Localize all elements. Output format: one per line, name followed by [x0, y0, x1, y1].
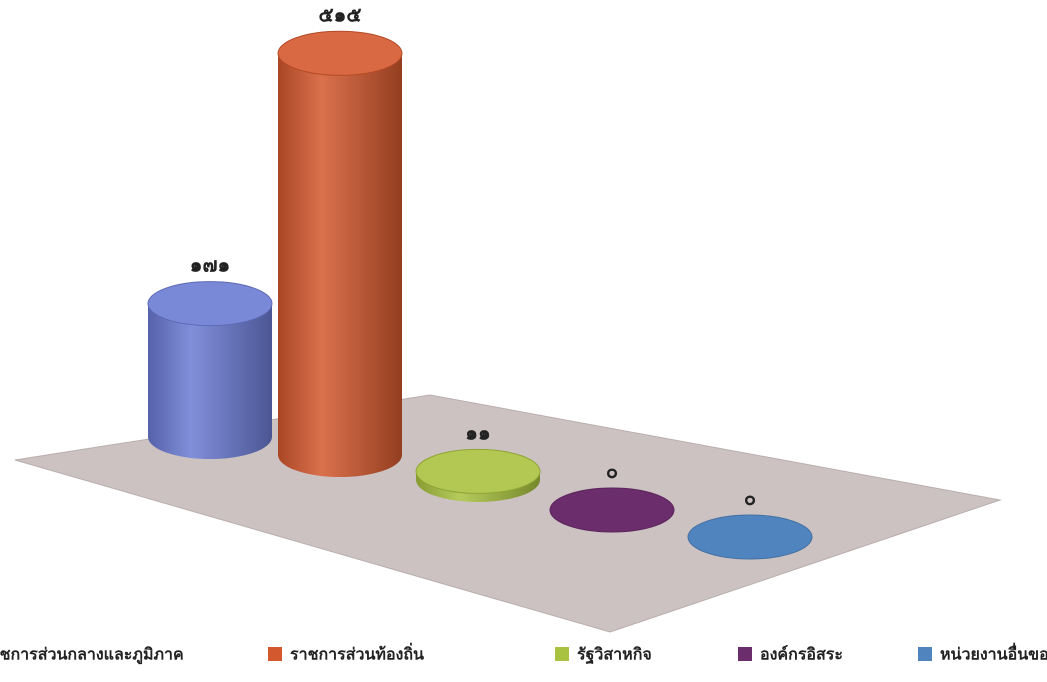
legend-label: ราชการส่วนท้องถิ่น — [290, 643, 424, 664]
legend-label: หน่วยงานอื่นของรัฐ — [940, 643, 1047, 665]
legend-swatch — [918, 647, 932, 661]
value-label: ๐ — [606, 459, 618, 483]
legend-label: ราชการส่วนกลางและภูมิภาค — [0, 645, 184, 666]
cylinder-body — [148, 303, 272, 459]
cylinder-top — [415, 448, 541, 494]
legend-label: รัฐวิสาหกิจ — [577, 645, 652, 665]
value-label: ๕๑๕ — [319, 2, 362, 26]
value-label: ๑๗๑ — [190, 253, 230, 277]
value-label: ๐ — [744, 486, 756, 510]
cylinder — [687, 514, 813, 560]
cylinder — [549, 487, 675, 533]
cylinder-body — [278, 53, 402, 478]
legend-label: องค์กรอิสระ — [760, 645, 843, 664]
cylinder-top — [147, 281, 273, 327]
cylinder — [415, 448, 541, 502]
cylinder-top — [549, 487, 675, 533]
legend-swatch — [555, 647, 569, 661]
cylinder-top — [277, 30, 403, 76]
legend-swatch — [738, 647, 752, 661]
cylinder-top — [687, 514, 813, 560]
value-label: ๑๑ — [465, 420, 490, 444]
legend-swatch — [268, 647, 282, 661]
cylinder — [277, 30, 403, 478]
cylinder — [147, 281, 273, 459]
